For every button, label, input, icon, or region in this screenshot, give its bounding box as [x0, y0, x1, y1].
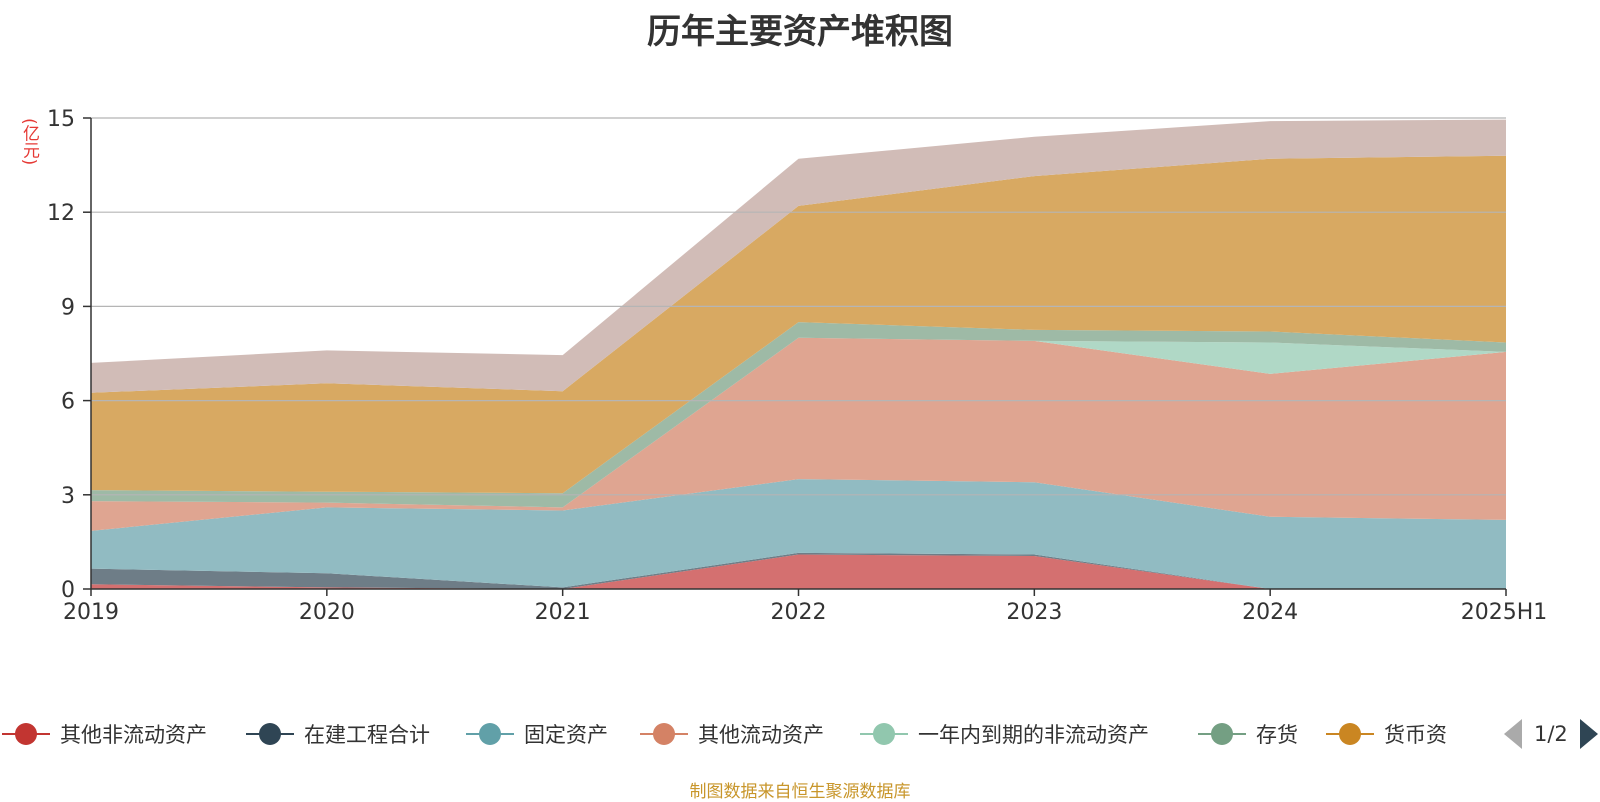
area-series-7 — [91, 119, 1506, 393]
legend-marker-icon — [860, 714, 908, 754]
legend-item-inventory[interactable]: 存货 — [1198, 714, 1298, 754]
legend-marker-icon — [246, 714, 294, 754]
area-series-3 — [91, 337, 1506, 531]
legend-label: 其他流动资产 — [698, 723, 824, 747]
area-series-2 — [91, 479, 1506, 589]
stacked-area-chart: 0 3 6 9 12 15 2019 2020 2021 2022 2023 2024 2025H1 — [47, 107, 1548, 625]
legend-item-noncurrent-due-within-year[interactable]: 一年内到期的非流动资产 — [860, 714, 1149, 754]
x-tick-label: 2022 — [771, 600, 827, 625]
legend-prev-page-icon[interactable] — [1504, 719, 1522, 749]
data-source-note: 制图数据来自恒生聚源数据库 — [689, 782, 911, 802]
x-tick-label: 2023 — [1006, 600, 1062, 625]
legend-item-cash[interactable]: 货币资 — [1326, 714, 1447, 754]
legend-next-page-icon[interactable] — [1579, 719, 1598, 749]
legend-item-other-current-assets[interactable]: 其他流动资产 — [640, 714, 824, 754]
chart-legend: 其他非流动资产 在建工程合计 固定资产 其他流动资产 一年内到期的非流动资产 存… — [0, 714, 1600, 754]
legend-item-construction-in-progress[interactable]: 在建工程合计 — [246, 714, 430, 754]
y-tick-label: 12 — [47, 201, 75, 226]
y-tick-label: 0 — [61, 578, 75, 603]
area-series-1 — [91, 552, 1506, 589]
area-series-6 — [91, 155, 1506, 494]
area-series-5 — [91, 322, 1506, 508]
x-tick-label: 2020 — [299, 600, 355, 625]
legend-label: 货币资 — [1384, 723, 1447, 747]
y-tick-label: 9 — [61, 295, 75, 320]
x-tick-label: 2021 — [535, 600, 591, 625]
legend-label: 其他非流动资产 — [60, 723, 207, 747]
y-tick-label: 3 — [61, 484, 75, 509]
area-series-4 — [91, 337, 1506, 508]
legend-marker-icon — [640, 714, 688, 754]
legend-marker-icon — [466, 714, 514, 754]
x-tick-label: 2024 — [1242, 600, 1298, 625]
y-tick-label: 15 — [47, 107, 75, 132]
x-tick-label: 2025H1 — [1461, 600, 1548, 625]
legend-pager: 1/2 — [1504, 714, 1598, 754]
legend-label: 固定资产 — [524, 723, 608, 747]
legend-page-indicator: 1/2 — [1534, 722, 1568, 746]
legend-label: 一年内到期的非流动资产 — [918, 723, 1149, 747]
area-series-0 — [91, 554, 1506, 589]
legend-label: 在建工程合计 — [304, 723, 430, 747]
legend-marker-icon — [2, 714, 50, 754]
y-axis-unit-label: (亿元) — [19, 118, 39, 166]
legend-marker-icon — [1326, 714, 1374, 754]
legend-item-fixed-assets[interactable]: 固定资产 — [466, 714, 608, 754]
legend-marker-icon — [1198, 714, 1246, 754]
y-tick-label: 6 — [61, 390, 75, 415]
legend-label: 存货 — [1256, 723, 1298, 747]
legend-item-other-noncurrent-assets[interactable]: 其他非流动资产 — [2, 714, 207, 754]
x-tick-label: 2019 — [63, 600, 119, 625]
chart-title: 历年主要资产堆积图 — [647, 12, 953, 52]
